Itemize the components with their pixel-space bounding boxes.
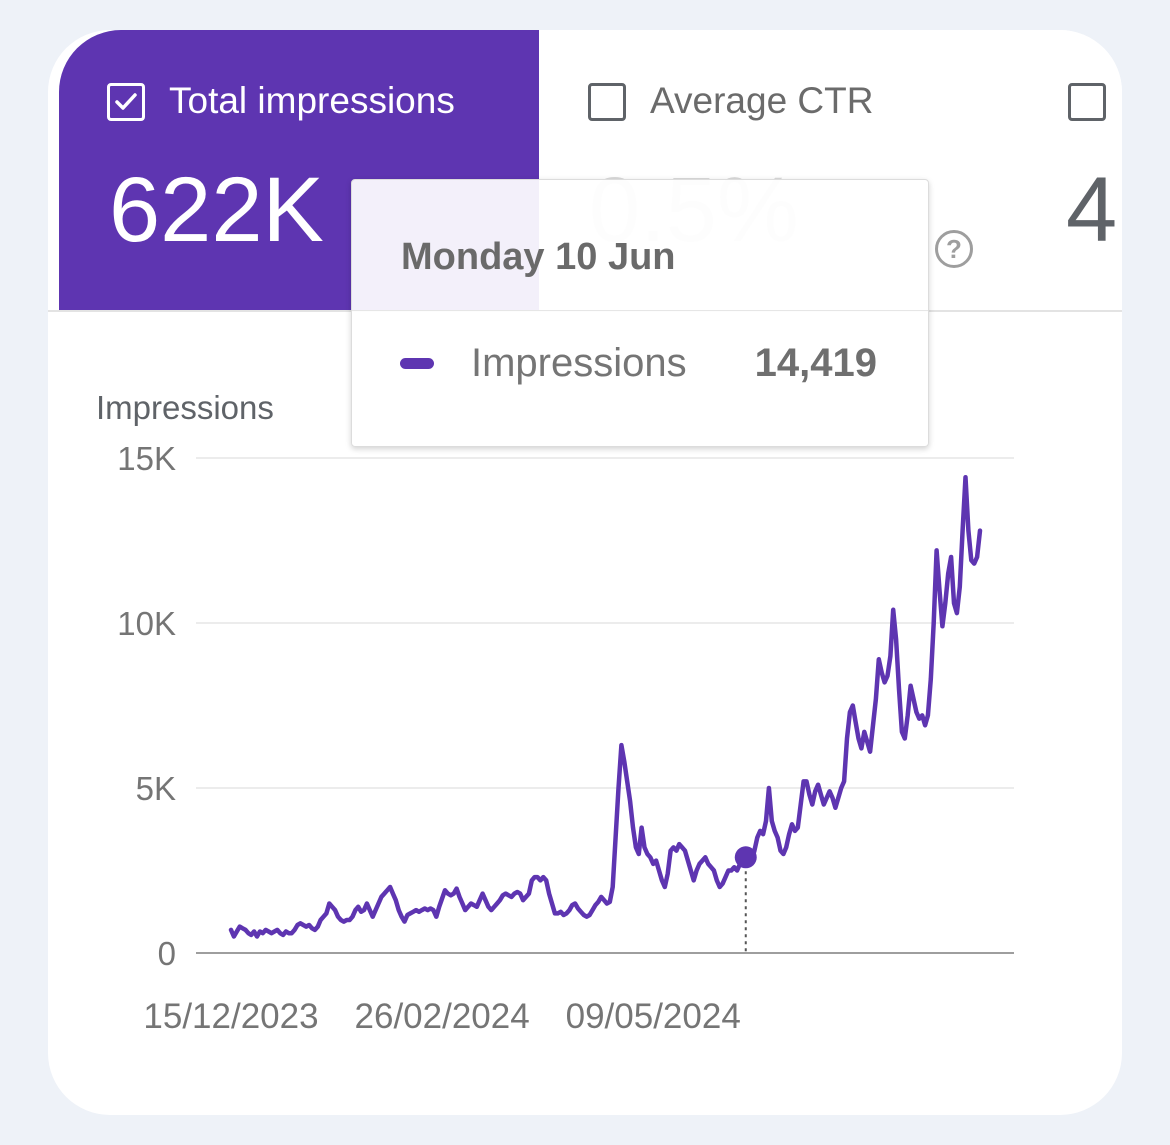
metric-value-average-position: 4	[1066, 159, 1118, 261]
y-tick-label-1: 5K	[136, 770, 176, 807]
tooltip-series-value: 14,419	[754, 341, 877, 385]
x-axis-ticks: 15/12/2023 26/02/2024 09/05/2024	[143, 997, 740, 1036]
metric-tile-total-impressions[interactable]: Total impressions 622K	[59, 30, 539, 311]
impressions-line-chart[interactable]: Impressions 0 5K 10K 15K 15/12/2023 26/02/20…	[48, 30, 1122, 1115]
checkbox-icon[interactable]	[1068, 83, 1106, 121]
checkbox-checked-icon[interactable]	[107, 83, 145, 121]
metric-label-average-ctr: Average CTR	[650, 80, 874, 121]
x-tick-label-0: 15/12/2023	[143, 997, 318, 1036]
tooltip-header: Monday 10 Jun	[352, 180, 928, 310]
tooltip-series-name: Impressions	[471, 341, 687, 385]
performance-card: Total impressions 622K Average CTR 0.5% …	[48, 30, 1122, 1115]
y-tick-label-2: 10K	[117, 605, 176, 642]
y-axis-ticks: 0 5K 10K 15K	[117, 440, 176, 972]
metric-tile-average-position[interactable]: 4	[1015, 30, 1122, 311]
gridlines	[196, 457, 1014, 789]
legend-swatch-icon	[400, 358, 434, 369]
tooltip-date: Monday 10 Jun	[401, 236, 676, 278]
metric-value-total-impressions: 622K	[109, 159, 324, 261]
x-tick-label-1: 26/02/2024	[355, 997, 530, 1036]
checkbox-icon[interactable]	[588, 83, 626, 121]
x-tick-label-2: 09/05/2024	[566, 997, 741, 1036]
metric-label-total-impressions: Total impressions	[169, 80, 455, 121]
tooltip-divider	[352, 310, 928, 311]
help-circle-icon[interactable]: ?	[935, 230, 973, 268]
checkmark-icon	[115, 93, 137, 110]
hover-data-point[interactable]	[734, 846, 757, 869]
series-line-impressions[interactable]	[228, 474, 983, 939]
y-tick-label-3: 15K	[117, 440, 176, 477]
y-tick-label-0: 0	[158, 935, 176, 972]
y-axis-title: Impressions	[96, 389, 274, 426]
chart-tooltip: Monday 10 Jun Impressions 14,419	[351, 179, 929, 447]
